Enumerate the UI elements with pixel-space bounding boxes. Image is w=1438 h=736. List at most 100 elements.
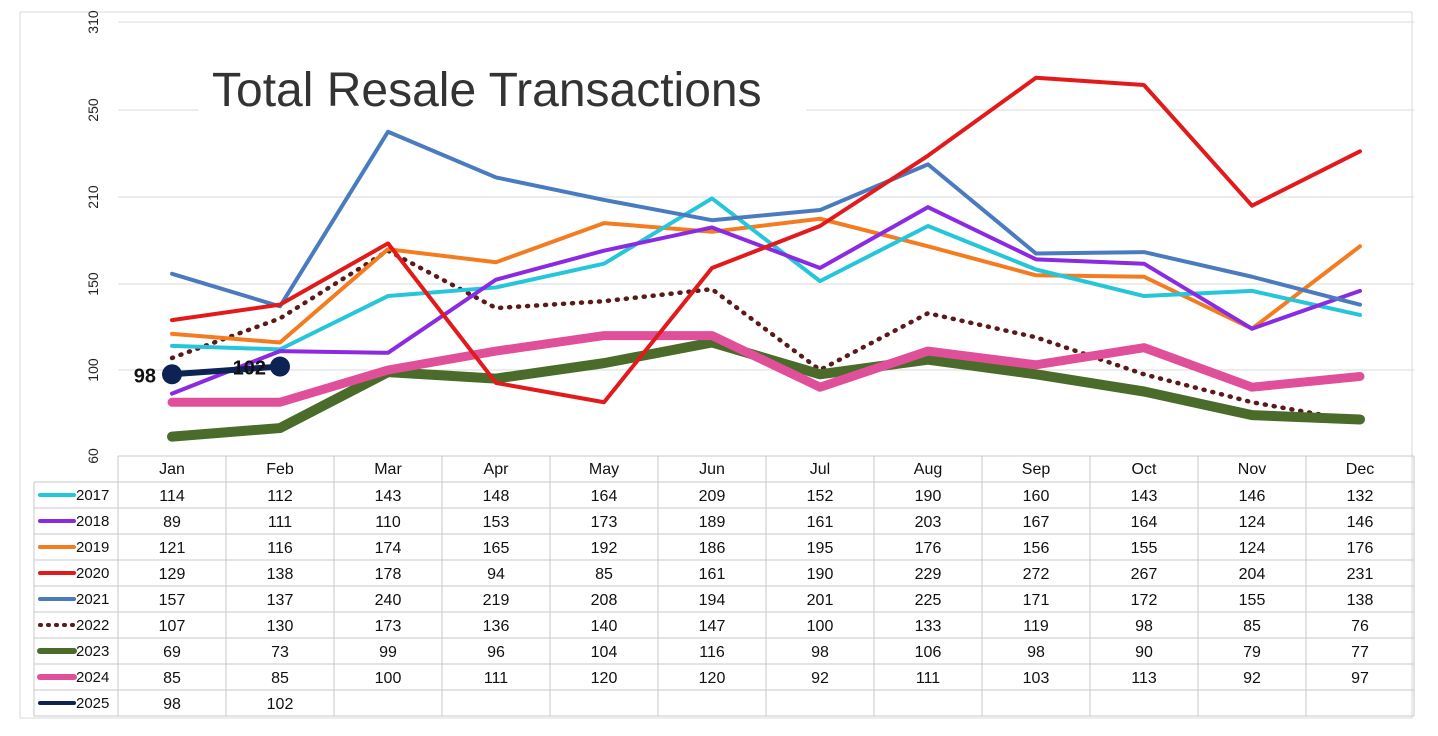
series-line-2017 xyxy=(170,196,1362,352)
y-tick-label: 310 xyxy=(85,10,101,34)
table-cell: 167 xyxy=(1023,514,1050,531)
table-cell: 140 xyxy=(591,618,618,635)
table-cell: 107 xyxy=(159,618,186,635)
table-cell: 77 xyxy=(1351,644,1369,661)
series-line-2022 xyxy=(169,248,1363,424)
chart-frame xyxy=(19,11,1413,719)
table-cell: 69 xyxy=(163,644,181,661)
series-line-2024 xyxy=(167,331,1365,407)
table-cell: 111 xyxy=(268,514,292,531)
table-cell: 121 xyxy=(159,540,186,557)
table-cell: 146 xyxy=(1239,488,1266,505)
table-cell: 267 xyxy=(1131,566,1158,583)
table-cell: 92 xyxy=(1243,670,1261,687)
table-cell: 160 xyxy=(1023,488,1050,505)
table-cell: 143 xyxy=(1131,488,1158,505)
table-cell: 110 xyxy=(375,514,401,531)
legend-label-2018: 2018 xyxy=(76,513,109,530)
x-tick-label: Dec xyxy=(1346,461,1374,478)
x-tick-label: Nov xyxy=(1238,461,1266,478)
table-cell: 192 xyxy=(591,540,618,557)
y-axis: 60 100 150 210 250 310 xyxy=(85,10,101,464)
legend-label-2023: 2023 xyxy=(76,643,109,660)
y-tick-label: 250 xyxy=(85,98,101,122)
table-cell: 98 xyxy=(1027,644,1045,661)
annotation-2025-feb: 102 xyxy=(233,358,266,380)
point-2025-jan xyxy=(162,364,182,385)
table-cell: 137 xyxy=(267,592,294,609)
table-cell: 155 xyxy=(1131,540,1158,557)
table-cell: 130 xyxy=(267,618,294,635)
table-cell: 132 xyxy=(1347,488,1374,505)
table-cell: 161 xyxy=(807,514,834,531)
title-background xyxy=(198,58,806,122)
y-tick-label: 150 xyxy=(85,272,101,296)
y-tick-label: 100 xyxy=(85,358,101,382)
table-cell: 172 xyxy=(1131,592,1158,609)
table-cell: 103 xyxy=(1023,670,1050,687)
table-cell: 98 xyxy=(811,644,829,661)
table-cell: 209 xyxy=(699,488,726,505)
table-cell: 92 xyxy=(811,670,829,687)
x-tick-label: Feb xyxy=(266,461,294,478)
table-cell: 240 xyxy=(375,592,402,609)
series-line-2025 xyxy=(169,363,283,378)
table-cell: 147 xyxy=(699,618,726,635)
point-2025-feb xyxy=(270,356,290,377)
table-cell: 119 xyxy=(1023,618,1049,635)
table-cell: 190 xyxy=(915,488,942,505)
x-tick-label: Apr xyxy=(484,461,510,478)
table-cell: 120 xyxy=(699,670,726,687)
table-cell: 157 xyxy=(159,592,186,609)
table-cell: 138 xyxy=(1347,592,1374,609)
table-cell: 153 xyxy=(483,514,510,531)
table-cell: 116 xyxy=(267,540,293,557)
series-line-2019 xyxy=(170,216,1362,345)
table-cell: 148 xyxy=(483,488,510,505)
table-cell: 231 xyxy=(1347,566,1374,583)
table-cell: 161 xyxy=(699,566,726,583)
table-cell: 146 xyxy=(1347,514,1374,531)
table-cell: 112 xyxy=(267,488,293,505)
table-cell: 96 xyxy=(487,644,505,661)
table-cell: 204 xyxy=(1239,566,1266,583)
table-cell: 124 xyxy=(1239,540,1266,557)
table-cell: 100 xyxy=(807,618,834,635)
legend-label-2020: 2020 xyxy=(76,565,109,582)
table-cell: 195 xyxy=(807,540,834,557)
table-cell: 186 xyxy=(699,540,726,557)
table-cell: 201 xyxy=(807,592,834,609)
table-cell: 89 xyxy=(163,514,181,531)
table-cell: 111 xyxy=(916,670,940,687)
table-cell: 94 xyxy=(487,566,505,583)
table-cell: 190 xyxy=(807,566,834,583)
table-cell: 156 xyxy=(1023,540,1050,557)
table-cell: 176 xyxy=(915,540,942,557)
table-cell: 120 xyxy=(591,670,618,687)
legend-label-2021: 2021 xyxy=(76,591,109,608)
table-cell: 102 xyxy=(267,696,294,713)
x-tick-label: Jan xyxy=(159,461,185,478)
table-cell: 164 xyxy=(1131,514,1158,531)
table-cell: 178 xyxy=(375,566,402,583)
chart-title: Total Resale Transactions xyxy=(212,64,762,117)
table-cell: 90 xyxy=(1135,644,1153,661)
table-cell: 164 xyxy=(591,488,618,505)
table-cell: 272 xyxy=(1023,566,1050,583)
legend-label-2017: 2017 xyxy=(76,487,109,504)
y-tick-label: 210 xyxy=(85,185,101,209)
table-cell: 85 xyxy=(271,670,289,687)
table-cell: 104 xyxy=(591,644,618,661)
table-cell: 124 xyxy=(1239,514,1266,531)
table-cell: 174 xyxy=(375,540,402,557)
table-cell: 194 xyxy=(699,592,726,609)
legend-label-2025: 2025 xyxy=(76,695,109,712)
table-cell: 176 xyxy=(1347,540,1374,557)
table-cell: 85 xyxy=(163,670,181,687)
table-cell: 143 xyxy=(375,488,402,505)
x-tick-label: Sep xyxy=(1022,461,1051,478)
x-tick-label: Mar xyxy=(374,461,402,478)
legend-label-2022: 2022 xyxy=(76,617,109,634)
table-cell: 114 xyxy=(159,488,185,505)
